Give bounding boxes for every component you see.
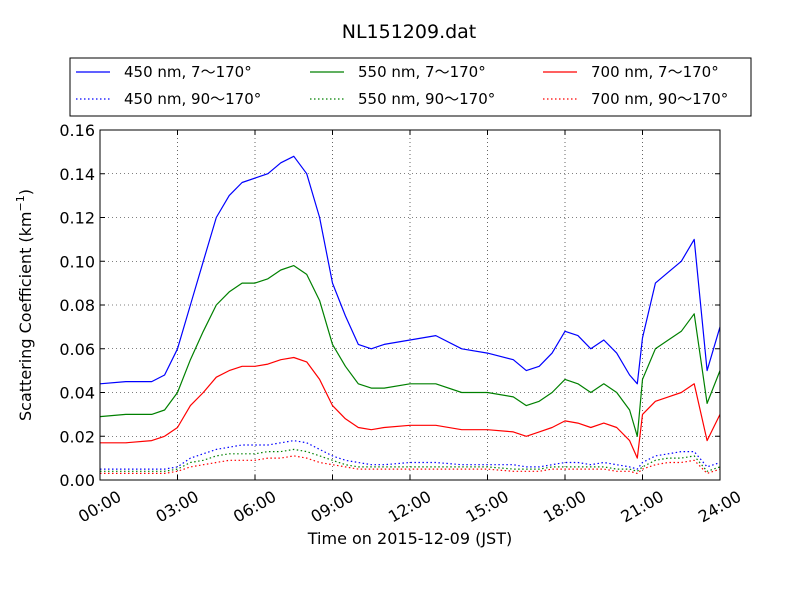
- legend-label-4: 550 nm, 90～170°: [358, 90, 495, 108]
- series-line-4: [100, 448, 721, 472]
- y-axis-label: Scattering Coefficient (km−1): [14, 189, 35, 421]
- x-tick-label: 21:00: [618, 487, 667, 527]
- chart-title: NL151209.dat: [342, 21, 477, 43]
- grid-lines: [100, 130, 720, 480]
- series-line-5: [100, 455, 721, 474]
- x-tick-label: 18:00: [540, 487, 589, 527]
- legend-label-1: 550 nm, 7～170°: [358, 63, 486, 81]
- legend-label-3: 450 nm, 90～170°: [124, 90, 261, 108]
- y-tick-label: 0.12: [59, 209, 95, 228]
- plot-series: [99, 155, 721, 474]
- y-tick-label: 0.04: [59, 384, 95, 403]
- y-tick-labels: 0.00 0.02 0.04 0.06 0.08 0.10 0.12 0.14 0.16: [59, 121, 95, 490]
- legend-label-5: 700 nm, 90～170°: [591, 90, 728, 108]
- x-tick-label: 24:00: [695, 487, 744, 527]
- x-tick-label: 15:00: [463, 487, 512, 527]
- y-axis-label-close: ): [16, 189, 35, 195]
- x-tick-label: 09:00: [308, 487, 357, 527]
- x-tick-label: 12:00: [385, 487, 434, 527]
- series-line-0: [99, 155, 721, 385]
- y-axis-label-exponent: −1: [14, 195, 27, 211]
- axis-ticks: [99, 129, 721, 481]
- y-tick-label: 0.14: [59, 165, 95, 184]
- series-line-1: [99, 265, 721, 437]
- legend-label-2: 700 nm, 7～170°: [591, 63, 719, 81]
- series-line-2: [100, 356, 721, 459]
- x-axis-label: Time on 2015-12-09 (JST): [307, 529, 512, 548]
- x-tick-labels: 00:00 03:00 06:00 09:00 12:00 15:00 18:00 21:00…: [75, 487, 744, 527]
- y-tick-label: 0.00: [59, 471, 95, 490]
- x-tick-label: 00:00: [75, 487, 124, 527]
- legend-label-0: 450 nm, 7～170°: [124, 63, 252, 81]
- y-tick-label: 0.06: [59, 340, 95, 359]
- y-tick-label: 0.08: [59, 296, 95, 315]
- y-axis-label-main: Scattering Coefficient (km: [16, 211, 35, 421]
- x-tick-label: 03:00: [153, 487, 202, 527]
- y-tick-label: 0.02: [59, 427, 95, 446]
- legend-items: 450 nm, 7～170° 550 nm, 7～170° 700 nm, 7～17…: [76, 63, 728, 108]
- y-tick-label: 0.10: [59, 252, 95, 271]
- legend: 450 nm, 7～170° 550 nm, 7～170° 700 nm, 7～17…: [69, 57, 752, 117]
- series-line-3: [100, 440, 721, 470]
- legend-frame: [69, 57, 752, 117]
- x-tick-label: 06:00: [230, 487, 279, 527]
- y-tick-label: 0.16: [59, 121, 95, 140]
